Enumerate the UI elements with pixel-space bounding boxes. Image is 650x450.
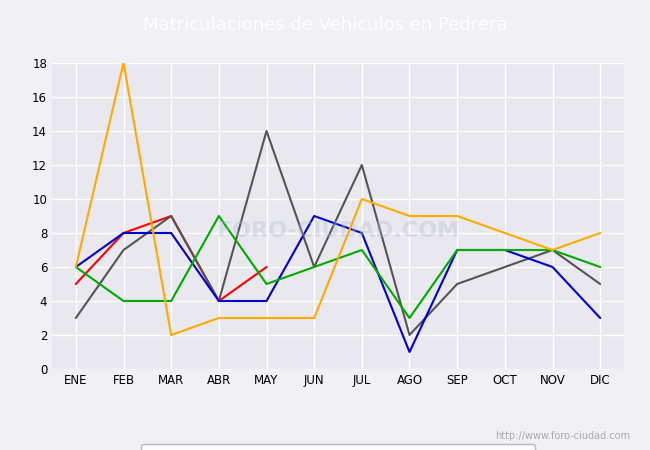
Text: http://www.foro-ciudad.com: http://www.foro-ciudad.com [495, 431, 630, 441]
Text: FORO-CIUDAD.COM: FORO-CIUDAD.COM [217, 221, 459, 241]
Legend: 2024, 2023, 2022, 2021, 2020: 2024, 2023, 2022, 2021, 2020 [142, 444, 534, 450]
Text: Matriculaciones de Vehiculos en Pedrera: Matriculaciones de Vehiculos en Pedrera [143, 16, 507, 34]
